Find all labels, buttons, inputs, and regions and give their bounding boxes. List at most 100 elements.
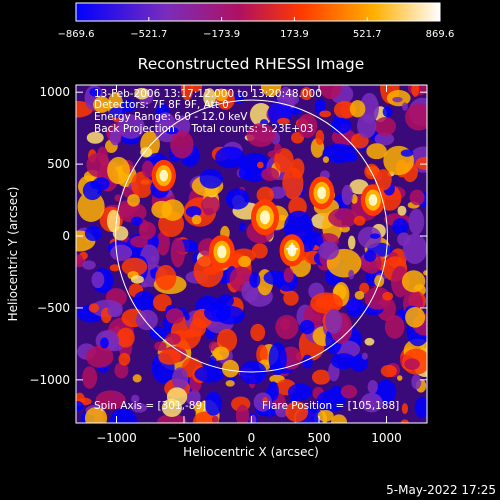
chart-title: Reconstructed RHESSI Image	[138, 55, 365, 73]
heatmap-blob	[346, 297, 364, 317]
heatmap-blob	[349, 100, 366, 118]
heatmap-blob	[185, 206, 202, 218]
heatmap-blob	[268, 342, 287, 375]
heatmap-blob	[165, 308, 184, 324]
heatmap-blob	[282, 167, 304, 200]
colorbar-ticks: −869.6 −521.7 −173.9 173.9 521.7 869.6	[57, 17, 454, 40]
heatmap-blob	[400, 149, 414, 157]
heatmap-blob	[170, 130, 194, 159]
heatmap-blob	[116, 114, 145, 139]
heatmap-blob	[325, 308, 343, 335]
heatmap-blob	[86, 345, 114, 368]
heatmap-blob	[76, 400, 84, 412]
heatmap-blob	[275, 314, 299, 340]
heatmap-blob	[239, 360, 267, 385]
heatmap-blob	[132, 374, 142, 383]
heatmap-blob	[400, 419, 409, 423]
heatmap-blob	[289, 107, 302, 115]
heatmap-blob	[225, 188, 250, 210]
heatmap-blob	[333, 100, 356, 119]
heatmap-blob	[203, 207, 214, 216]
heatmap-blob	[359, 282, 370, 295]
heatmap-blob	[116, 327, 135, 348]
heatmap-blob	[127, 194, 140, 207]
heatmap-blob	[107, 156, 130, 185]
heatmap-blob	[142, 160, 154, 178]
heatmap-blob	[221, 359, 240, 378]
colorbar-tick-label: −869.6	[57, 29, 94, 40]
heatmap-blob	[109, 107, 125, 119]
annotation-total-counts: Back Projection Total counts: 5.23E+03	[94, 123, 313, 135]
heatmap-blob	[239, 222, 246, 232]
heatmap-blob	[360, 392, 383, 413]
spin-axis-marker	[286, 242, 299, 255]
heatmap-blob	[392, 96, 403, 103]
heatmap-blob	[215, 146, 245, 169]
heatmap-blob	[411, 374, 422, 390]
heatmap-blob	[110, 244, 133, 261]
heatmap-blob	[166, 387, 188, 407]
heatmap-blob	[300, 87, 313, 101]
heatmap-blob	[370, 233, 381, 239]
heatmap-blob	[401, 403, 409, 415]
heatmap-blob	[246, 123, 276, 148]
x-tick-label: 1000	[371, 431, 402, 445]
heatmap-blob	[88, 303, 100, 313]
annotation-energy-range: Energy Range: 6.0 - 12.0 keV	[94, 111, 248, 123]
heatmap-blob	[330, 353, 357, 370]
heatmap-blob	[364, 286, 391, 310]
heatmap-blob	[170, 237, 186, 268]
heatmap-blob	[238, 166, 253, 180]
heatmap-blob	[354, 290, 365, 300]
heatmap-blob	[405, 306, 426, 328]
x-tick-label: −500	[168, 431, 201, 445]
x-axis-label: Heliocentric X (arcsec)	[183, 445, 319, 459]
heatmap-blob	[151, 200, 173, 219]
heatmap-blob	[156, 230, 170, 256]
heatmap-blob	[190, 85, 203, 92]
heatmap-blob	[287, 383, 313, 401]
heatmap-blob	[374, 275, 385, 287]
heatmap-blob	[415, 156, 427, 171]
heatmap-blob	[155, 264, 177, 291]
heatmap-blob	[82, 366, 98, 389]
heatmap-blob	[250, 323, 266, 342]
heatmap-blob	[384, 315, 405, 339]
heatmap-blob	[189, 318, 207, 337]
bright-source-core	[217, 245, 227, 259]
heatmap-blob	[225, 380, 235, 387]
annotation-detectors: Detectors: 7F 8F 9F, Att 0	[94, 99, 229, 111]
heatmap-blob	[397, 375, 403, 381]
heatmap-blob	[345, 152, 358, 163]
y-tick-label: 1000	[39, 85, 70, 99]
heatmap-blob	[330, 117, 352, 134]
heatmap-blob	[235, 92, 244, 105]
heatmap-blob	[275, 405, 289, 418]
heatmap-blob	[76, 254, 84, 264]
timestamp: 5-May-2022 17:25	[386, 483, 496, 497]
heatmap-blob	[409, 189, 425, 206]
heatmap-blob	[401, 270, 426, 293]
colorbar-gradient	[75, 2, 441, 22]
heatmap-blob	[118, 352, 131, 366]
heatmap-blob	[283, 267, 294, 283]
heatmap-blob	[374, 132, 395, 146]
heatmap-blob	[135, 309, 158, 331]
heatmap-blob	[157, 414, 187, 423]
plot-area: −1000 −500 0 500 1000 1000 500 0 −500 −1000 13-Fe…	[29, 84, 428, 445]
heatmap-blob	[214, 88, 229, 102]
heatmap-blob	[253, 392, 273, 412]
heatmap-blob	[297, 113, 318, 138]
heatmap-blob	[251, 243, 268, 259]
heatmap-blob	[366, 143, 387, 160]
heatmap-blob	[322, 156, 330, 163]
heatmap-blob	[114, 194, 122, 202]
heatmap-blob	[131, 394, 140, 404]
heatmap-blob	[131, 171, 154, 198]
heatmap-blob	[82, 180, 103, 201]
heatmap-blob	[165, 333, 181, 345]
heatmap-blob	[93, 96, 111, 113]
heatmap-blob	[256, 186, 274, 204]
heatmap-blob	[267, 381, 279, 401]
heatmap-blob	[364, 250, 377, 262]
